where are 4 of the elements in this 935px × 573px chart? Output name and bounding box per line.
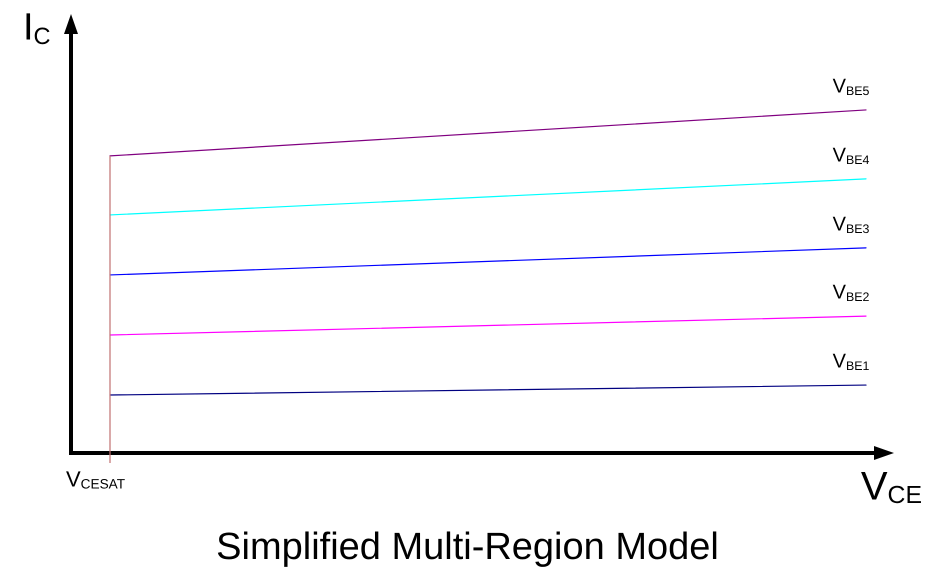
text: VCESAT (66, 466, 126, 492)
x-axis-title: VCE (860, 464, 922, 509)
text: Simplified Multi-Region Model (216, 526, 719, 568)
y-axis-title: IC (23, 6, 51, 50)
